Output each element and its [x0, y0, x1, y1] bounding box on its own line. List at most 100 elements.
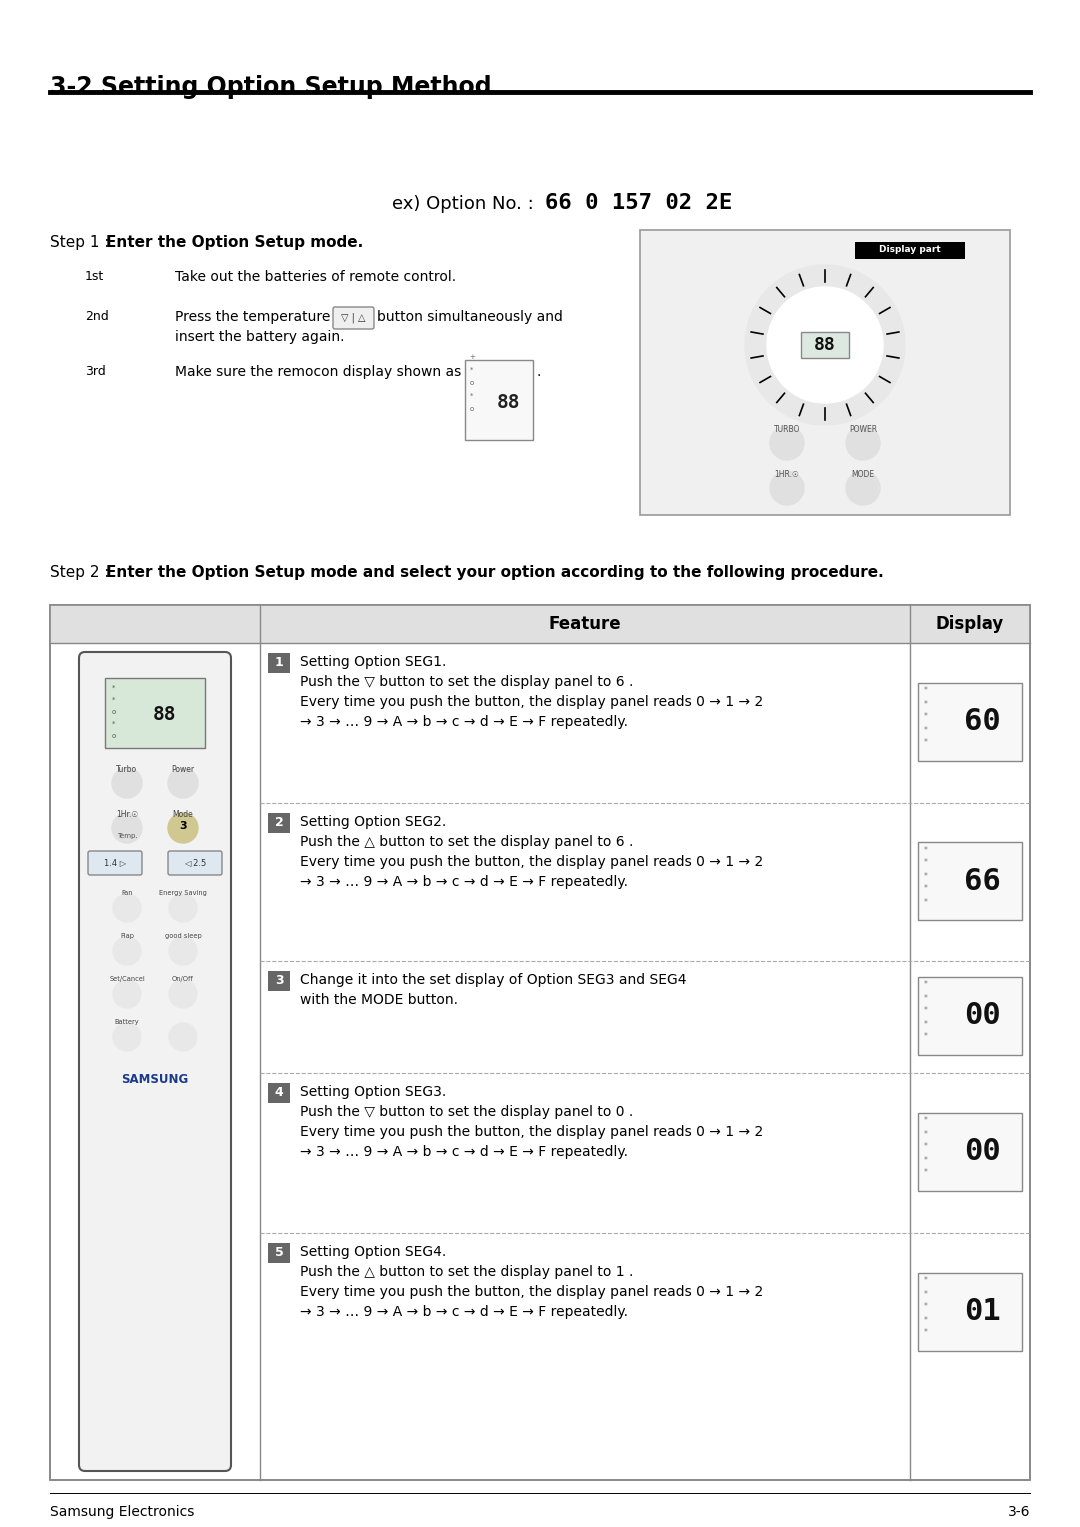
Text: Setting Option SEG3.: Setting Option SEG3.: [300, 1086, 446, 1099]
Circle shape: [767, 287, 883, 403]
Text: Samsung Electronics: Samsung Electronics: [50, 1506, 194, 1519]
Text: Change it into the set display of Option SEG3 and SEG4: Change it into the set display of Option…: [300, 973, 687, 986]
Text: Every time you push the button, the display panel reads 0 → 1 → 2: Every time you push the button, the disp…: [300, 1286, 764, 1299]
Circle shape: [168, 768, 198, 799]
Text: Step 2 :: Step 2 :: [50, 565, 114, 580]
Text: *: *: [924, 1116, 928, 1125]
Text: Every time you push the button, the display panel reads 0 → 1 → 2: Every time you push the button, the disp…: [300, 695, 764, 709]
Text: o: o: [112, 709, 117, 715]
Text: 00: 00: [963, 1002, 1000, 1031]
Text: Battery: Battery: [114, 1019, 139, 1025]
Text: good sleep: good sleep: [164, 933, 201, 939]
Text: Mode: Mode: [173, 809, 193, 818]
Text: *: *: [924, 898, 928, 907]
Text: *: *: [924, 1020, 928, 1029]
FancyBboxPatch shape: [168, 851, 222, 875]
Circle shape: [168, 938, 197, 965]
Text: Display: Display: [936, 615, 1004, 634]
Circle shape: [113, 893, 141, 922]
Bar: [268, 812, 291, 834]
Text: *: *: [924, 1315, 928, 1324]
Circle shape: [846, 470, 880, 505]
Circle shape: [168, 812, 198, 843]
Text: ▽ | △: ▽ | △: [341, 313, 365, 324]
Text: *: *: [924, 1006, 928, 1015]
Bar: [918, 1274, 1022, 1351]
Text: Push the △ button to set the display panel to 1 .: Push the △ button to set the display pan…: [300, 1264, 633, 1280]
Text: 66 0 157 02 2E: 66 0 157 02 2E: [545, 192, 732, 212]
Text: *: *: [924, 1130, 928, 1139]
Text: Power: Power: [172, 765, 194, 774]
Text: 88: 88: [153, 705, 177, 724]
Bar: [268, 1243, 291, 1263]
Text: Feature: Feature: [549, 615, 621, 634]
Text: +: +: [469, 354, 475, 360]
Text: *: *: [924, 725, 928, 734]
Text: o: o: [112, 733, 117, 739]
Text: 00: 00: [963, 1138, 1000, 1167]
Text: 1Hr.☉: 1Hr.☉: [116, 809, 138, 818]
Text: 4: 4: [274, 1087, 283, 1099]
Text: Display part: Display part: [879, 246, 941, 255]
Text: *: *: [924, 687, 928, 695]
Text: Setting Option SEG2.: Setting Option SEG2.: [300, 815, 446, 829]
Circle shape: [770, 470, 804, 505]
Text: *: *: [924, 1168, 928, 1177]
Text: 2: 2: [274, 817, 283, 829]
Text: → 3 → … 9 → A → b → c → d → E → F repeatedly.: → 3 → … 9 → A → b → c → d → E → F repeat…: [300, 1306, 627, 1319]
Text: *: *: [112, 686, 116, 692]
Text: *: *: [924, 713, 928, 721]
Text: Enter the Option Setup mode.: Enter the Option Setup mode.: [106, 235, 363, 250]
Text: *: *: [924, 980, 928, 989]
Text: 1.4 ▷: 1.4 ▷: [104, 858, 126, 867]
FancyBboxPatch shape: [87, 851, 141, 875]
Text: Push the ▽ button to set the display panel to 0 .: Push the ▽ button to set the display pan…: [300, 1106, 633, 1119]
FancyBboxPatch shape: [333, 307, 374, 328]
Text: *: *: [924, 846, 928, 855]
Text: 1: 1: [274, 657, 283, 669]
Bar: [105, 678, 205, 748]
Text: *: *: [470, 392, 474, 399]
Text: 2nd: 2nd: [85, 310, 109, 324]
Text: Flap: Flap: [120, 933, 134, 939]
Text: Fan: Fan: [121, 890, 133, 896]
Circle shape: [113, 980, 141, 1008]
Text: 60: 60: [963, 707, 1000, 736]
Circle shape: [745, 266, 905, 425]
Text: → 3 → … 9 → A → b → c → d → E → F repeatedly.: → 3 → … 9 → A → b → c → d → E → F repeat…: [300, 1145, 627, 1159]
Circle shape: [112, 768, 141, 799]
Text: Setting Option SEG4.: Setting Option SEG4.: [300, 1245, 446, 1258]
Text: Step 1 :: Step 1 :: [50, 235, 114, 250]
Text: Setting Option SEG1.: Setting Option SEG1.: [300, 655, 446, 669]
Text: Temp.: Temp.: [117, 834, 137, 838]
Circle shape: [168, 1023, 197, 1051]
Bar: [918, 841, 1022, 919]
Text: Enter the Option Setup mode and select your option according to the following pr: Enter the Option Setup mode and select y…: [106, 565, 883, 580]
Text: *: *: [924, 884, 928, 893]
Text: Every time you push the button, the display panel reads 0 → 1 → 2: Every time you push the button, the disp…: [300, 855, 764, 869]
Text: Every time you push the button, the display panel reads 0 → 1 → 2: Every time you push the button, the disp…: [300, 1125, 764, 1139]
Bar: [268, 971, 291, 991]
Text: *: *: [924, 739, 928, 748]
Text: *: *: [112, 721, 116, 727]
Text: o: o: [470, 380, 474, 386]
Bar: [640, 231, 1010, 515]
Bar: [918, 683, 1022, 760]
Text: 3-6: 3-6: [1008, 1506, 1030, 1519]
Text: *: *: [924, 858, 928, 867]
Bar: [918, 977, 1022, 1055]
Text: *: *: [924, 994, 928, 1003]
Text: *: *: [924, 1032, 928, 1041]
Text: *: *: [924, 1289, 928, 1298]
Text: Take out the batteries of remote control.: Take out the batteries of remote control…: [175, 270, 456, 284]
Text: Make sure the remocon display shown as: Make sure the remocon display shown as: [175, 365, 461, 379]
Text: 1st: 1st: [85, 270, 105, 282]
Bar: [268, 654, 291, 673]
Bar: [50, 605, 1030, 1480]
Text: *: *: [924, 1142, 928, 1151]
Text: 3rd: 3rd: [85, 365, 106, 379]
Text: *: *: [924, 1328, 928, 1338]
Text: On/Off: On/Off: [172, 976, 194, 982]
Circle shape: [112, 812, 141, 843]
Circle shape: [846, 426, 880, 460]
